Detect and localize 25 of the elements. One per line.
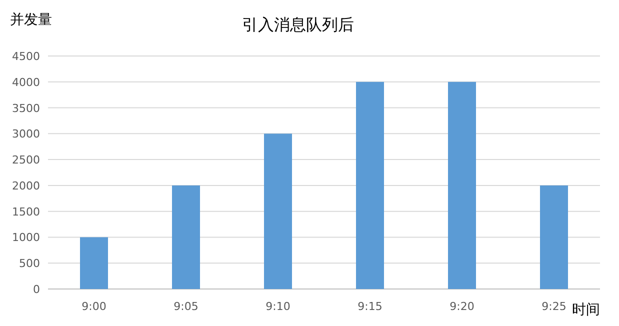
y-tick-label: 3000 bbox=[12, 128, 40, 141]
bar bbox=[448, 82, 476, 289]
y-tick-label: 1000 bbox=[12, 231, 40, 244]
bar bbox=[356, 82, 384, 289]
chart-title: 引入消息队列后 bbox=[242, 15, 354, 34]
y-tick-label: 500 bbox=[19, 257, 40, 270]
x-axis-title: 时间 bbox=[572, 302, 600, 318]
y-tick-label: 4500 bbox=[12, 50, 40, 63]
x-tick-label: 9:20 bbox=[450, 300, 474, 313]
y-tick-label: 2000 bbox=[12, 179, 40, 192]
y-axis-title: 并发量 bbox=[10, 12, 52, 28]
x-tick-label: 9:05 bbox=[174, 300, 198, 313]
y-tick-label: 1500 bbox=[12, 205, 40, 218]
bar bbox=[264, 134, 292, 289]
bar bbox=[80, 237, 108, 289]
y-tick-label: 0 bbox=[33, 283, 40, 296]
y-tick-label: 2500 bbox=[12, 154, 40, 167]
x-tick-label: 9:15 bbox=[358, 300, 382, 313]
bar bbox=[172, 185, 200, 289]
bar bbox=[540, 185, 568, 289]
y-tick-label: 4000 bbox=[12, 76, 40, 89]
x-tick-label: 9:25 bbox=[542, 300, 566, 313]
x-tick-label: 9:00 bbox=[82, 300, 106, 313]
x-tick-label: 9:10 bbox=[266, 300, 290, 313]
y-tick-label: 3500 bbox=[12, 102, 40, 115]
